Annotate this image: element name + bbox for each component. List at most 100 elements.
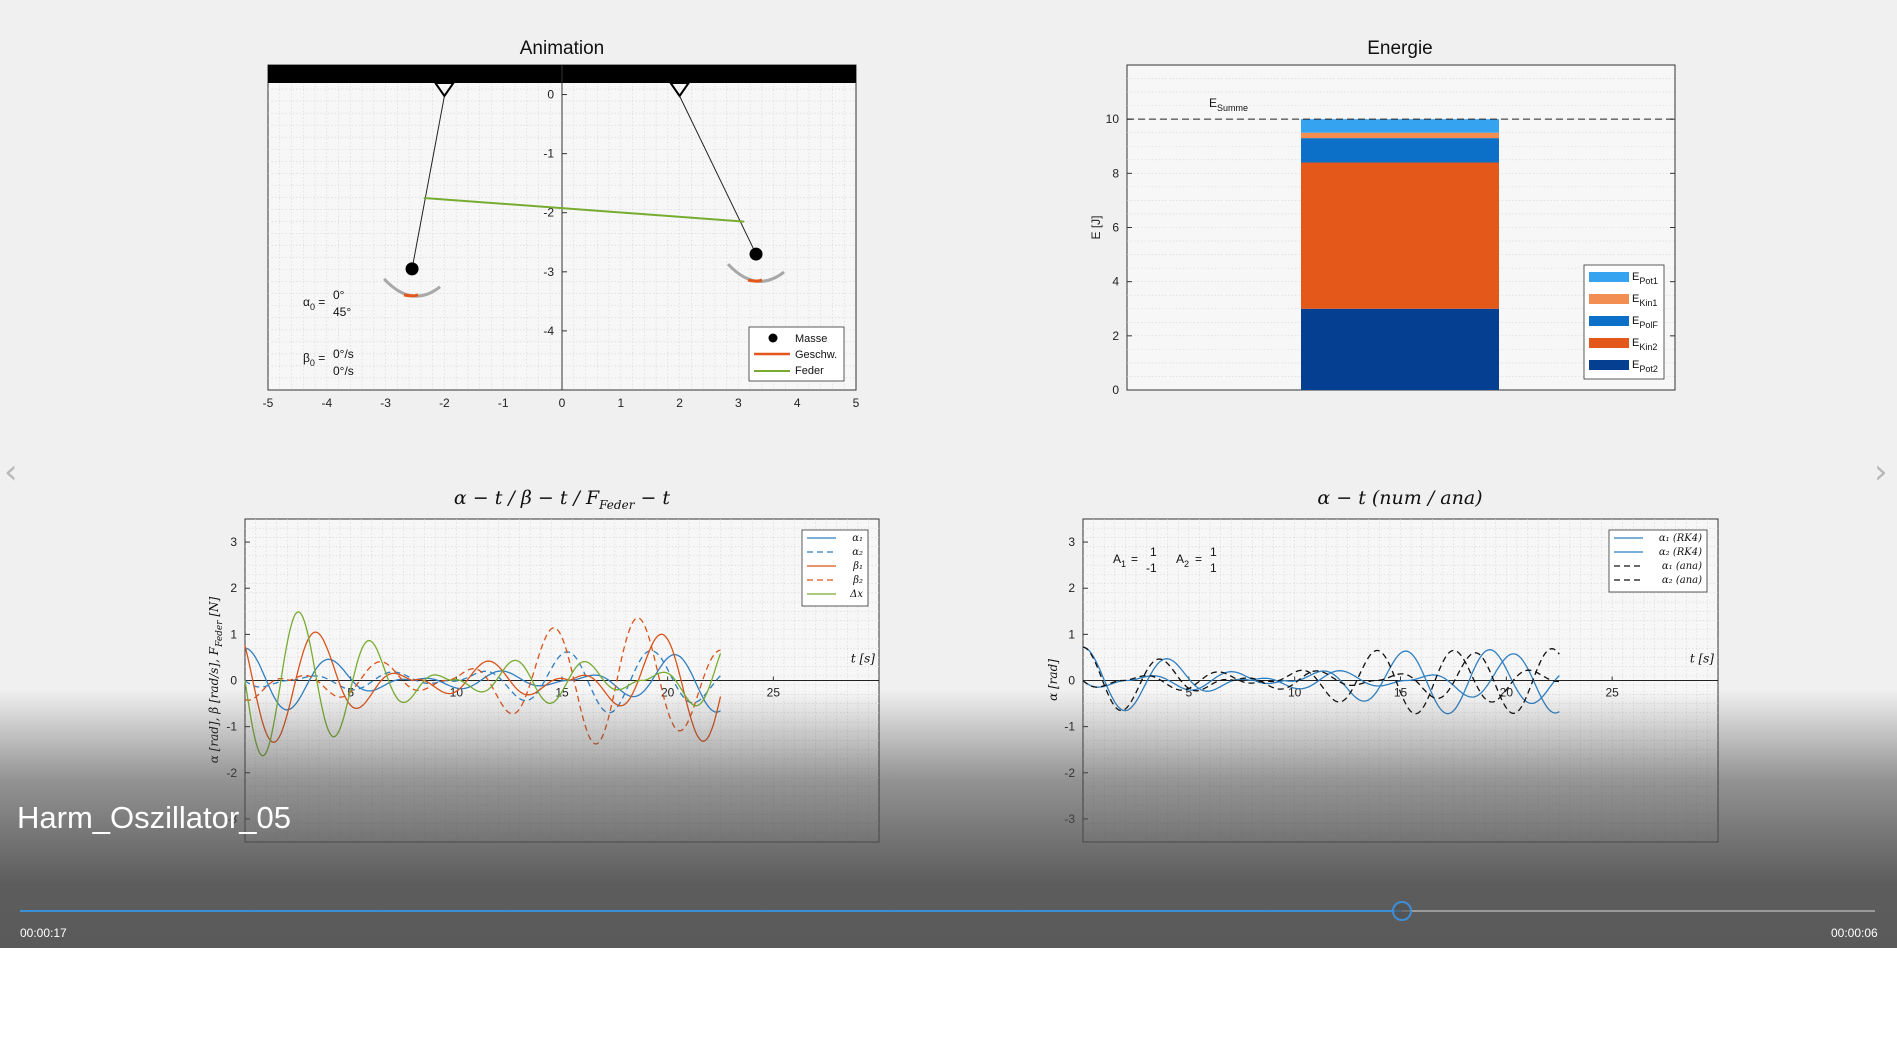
x-tick-label: 1 — [617, 396, 624, 410]
velocity-mark-1 — [403, 293, 419, 298]
legend-swatch — [1589, 294, 1629, 304]
legend-label: EPot1 — [1632, 271, 1658, 286]
remaining-time: 00:00:06 — [1831, 926, 1878, 940]
compare-series-3 — [1082, 646, 1560, 714]
y-tick-label: 2 — [1112, 329, 1119, 343]
compare-xlabel: t [s] — [1690, 652, 1714, 666]
next-button[interactable]: › — [1874, 455, 1888, 489]
energy-legend: EPot1 EKin1 EPolF EKin2 EPot2 — [1583, 264, 1665, 380]
chevron-right-icon: › — [1874, 452, 1888, 492]
a2-value-1: 1 — [1210, 545, 1217, 559]
x-tick-label: -5 — [263, 396, 274, 410]
legend-label: Geschw. — [795, 349, 837, 361]
legend-label: α₁ (ana) — [1662, 561, 1702, 572]
compare-series-4 — [1082, 649, 1560, 715]
beta0-value-2: 0°/s — [333, 364, 354, 378]
beta0-label: β0 = — [303, 351, 325, 368]
mass-1 — [405, 262, 419, 276]
rod-2 — [679, 95, 757, 255]
x-tick-label: 0 — [559, 396, 566, 410]
legend-label: α₂ (RK4) — [1659, 547, 1702, 558]
x-tick-label: 4 — [794, 396, 801, 410]
bar-segment-epot1 — [1301, 119, 1499, 133]
animation-title: Animation — [519, 38, 605, 59]
y-tick-label: -3 — [1064, 812, 1075, 826]
legend-label: EPolF — [1632, 315, 1658, 330]
rod-1 — [411, 95, 445, 269]
y-tick-label: -1 — [543, 147, 554, 161]
beta0-value-1: 0°/s — [333, 347, 354, 361]
legend-label: α₂ (ana) — [1662, 575, 1702, 586]
y-tick-label: 3 — [230, 535, 237, 549]
legend-label: EKin1 — [1632, 293, 1657, 308]
y-tick-label: 0 — [230, 674, 237, 688]
y-tick-label: 1 — [1068, 627, 1075, 641]
pivot-1 — [433, 82, 456, 98]
alpha0-label: α0 = — [303, 295, 325, 312]
legend-label: β₂ — [852, 575, 863, 586]
legend-label: Masse — [795, 333, 827, 345]
energy-ylabel: E [J] — [1089, 215, 1103, 239]
spring-line — [423, 196, 745, 223]
seek-bar[interactable] — [20, 901, 1875, 921]
bar-segment-epot2 — [1301, 308, 1499, 390]
legend-label: β₁ — [852, 561, 863, 572]
signals-series-3 — [244, 631, 722, 743]
a1-value-2: -1 — [1146, 561, 1157, 575]
legend-label: EKin2 — [1632, 337, 1657, 352]
legend-swatch — [1589, 338, 1629, 348]
mass-2 — [749, 247, 763, 261]
y-tick-label: 4 — [1112, 275, 1119, 289]
previous-button[interactable]: ‹ — [4, 455, 18, 489]
animation-legend: Masse Geschw. Feder — [748, 326, 845, 382]
signals-series-4 — [244, 617, 721, 745]
y-tick-label: 0 — [1068, 674, 1075, 688]
alpha0-value-2: 45° — [333, 305, 351, 319]
legend-marker-masse — [768, 333, 778, 343]
seek-handle[interactable] — [1391, 901, 1412, 921]
signals-title: α − t / β − t / FFeder − t — [453, 487, 671, 512]
seek-progress — [20, 910, 1402, 912]
initial-conditions: α0 = 0° 45° β0 = 0°/s 0°/s — [303, 288, 354, 378]
legend-label: α₁ — [852, 533, 863, 544]
y-tick-label: -2 — [543, 206, 554, 220]
x-tick-label: 20 — [1500, 686, 1514, 700]
legend-label: Δx — [849, 589, 863, 600]
elapsed-time: 00:00:17 — [20, 926, 67, 940]
compare-legend: α₁ (RK4) α₂ (RK4) α₁ (ana) α₂ (ana) — [1608, 529, 1708, 593]
legend-label: α₁ (RK4) — [1659, 533, 1702, 544]
a2-label: A2 — [1176, 552, 1189, 569]
legend-swatch — [1589, 360, 1629, 370]
legend-swatch — [1589, 272, 1629, 282]
x-tick-label: -1 — [498, 396, 509, 410]
energy-title: Energie — [1367, 38, 1433, 59]
animation-chart: -5 -4 -3 -2 -1 0 1 2 3 4 5 0 -1 -2 -3 -4 α0 = 0° 45° β0 = 0°… — [263, 64, 860, 410]
y-tick-label: -4 — [543, 324, 554, 338]
video-title: Harm_Oszillator_05 — [17, 800, 291, 835]
legend-swatch — [1589, 316, 1629, 326]
x-tick-label: 3 — [735, 396, 742, 410]
y-tick-label: -2 — [1064, 766, 1075, 780]
legend-label: α₂ — [852, 547, 863, 558]
compare-ylabel: α [rad] — [1046, 659, 1060, 701]
velocity-mark-2 — [747, 278, 763, 283]
a2-equals: = — [1195, 552, 1202, 566]
x-tick-label: -2 — [439, 396, 450, 410]
y-tick-label: 2 — [230, 581, 237, 595]
y-tick-label: -3 — [543, 265, 554, 279]
chevron-left-icon: ‹ — [4, 452, 18, 492]
y-tick-label: -1 — [1064, 720, 1075, 734]
pivot-2 — [668, 82, 691, 98]
video-frame[interactable]: Animation Energie α − t / β − t / FFeder… — [0, 0, 1897, 948]
legend-label: EPot2 — [1632, 359, 1658, 374]
y-tick-label: 6 — [1112, 221, 1119, 235]
y-tick-label: 0 — [547, 88, 554, 102]
y-tick-label: 2 — [1068, 581, 1075, 595]
bar-segment-ekin2 — [1301, 162, 1499, 309]
a1-label: A1 — [1113, 552, 1126, 569]
y-tick-label: 8 — [1112, 166, 1119, 180]
x-tick-label: -3 — [380, 396, 391, 410]
x-tick-label: 5 — [853, 396, 860, 410]
legend-label: Feder — [795, 365, 824, 377]
